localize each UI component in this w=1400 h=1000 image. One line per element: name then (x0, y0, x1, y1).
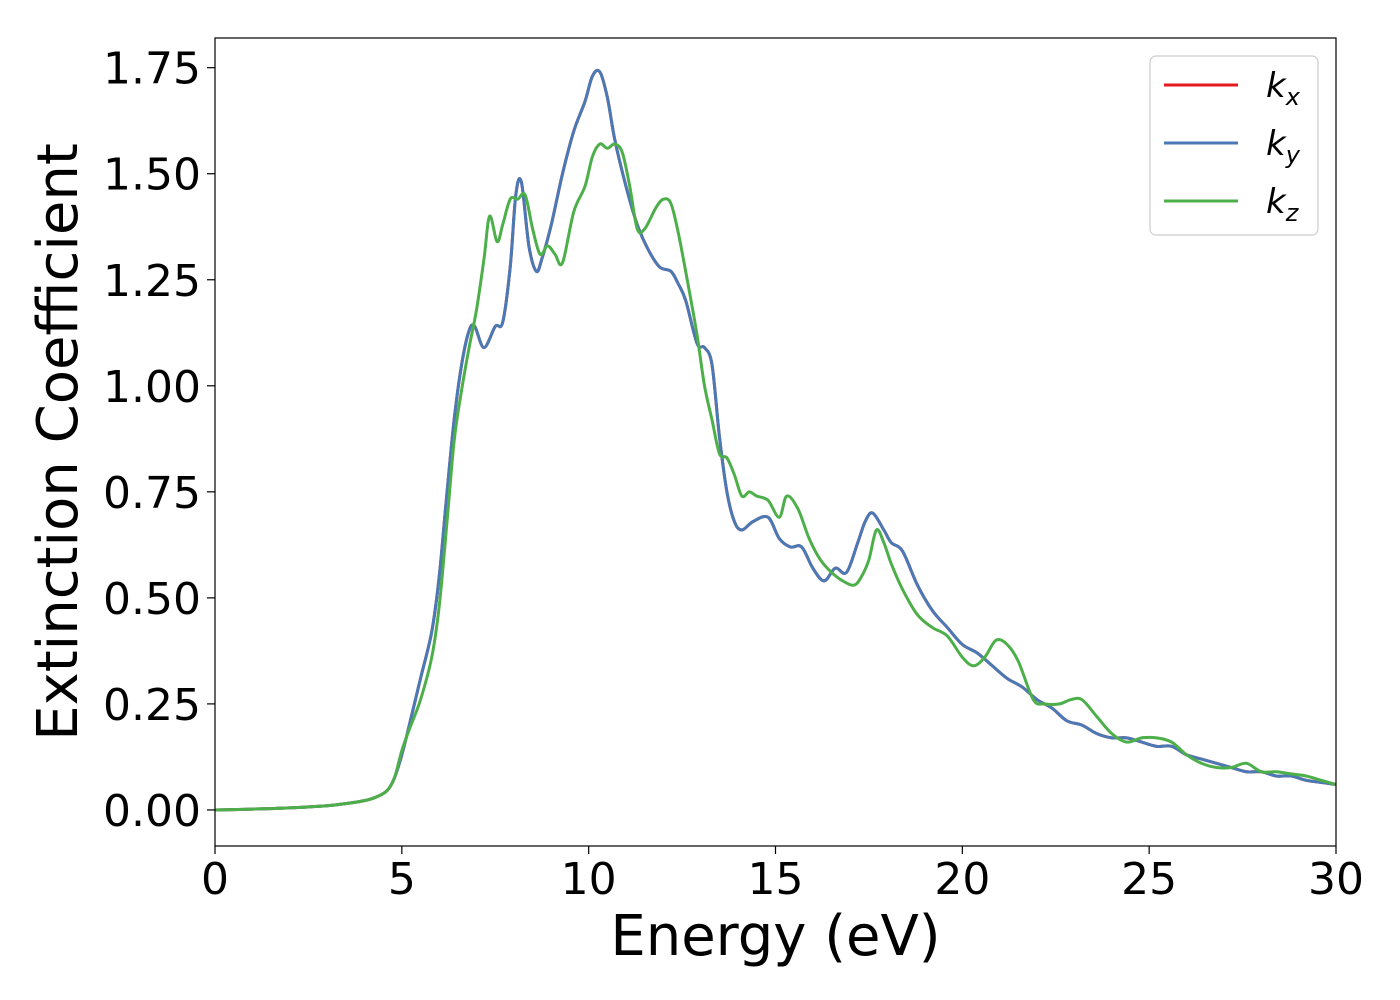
plot-area (214, 37, 1337, 847)
series-line-z (215, 142, 1336, 812)
x-tick-label: 25 (1121, 854, 1177, 905)
x-axis-label: Energy (eV) (610, 904, 940, 969)
legend-box (1149, 55, 1319, 236)
y-tick-label: 0.75 (103, 468, 201, 519)
y-axis-ticks: 0.00 0.25 0.50 0.75 1.00 1.25 1.50 1.75 (103, 44, 215, 837)
y-tick-label: 1.00 (103, 362, 201, 413)
series-lines (215, 68, 1336, 812)
legend-label-y: ky (1266, 124, 1301, 169)
y-tick-label: 0.50 (103, 574, 201, 625)
y-axis-label: Extinction Coefficient (26, 143, 91, 741)
legend: kx ky kz (1149, 55, 1319, 236)
legend-label-x: kx (1266, 66, 1301, 111)
x-tick-label: 20 (934, 854, 990, 905)
y-tick-label: 1.50 (103, 150, 201, 201)
x-tick-label: 15 (748, 854, 804, 905)
x-tick-label: 10 (561, 854, 617, 905)
x-axis-ticks: 0 5 10 15 20 25 30 (201, 846, 1364, 905)
y-tick-label: 0.25 (103, 680, 201, 731)
legend-label-z: kz (1266, 182, 1300, 227)
x-tick-label: 0 (201, 854, 229, 905)
y-tick-label: 1.25 (103, 256, 201, 307)
y-tick-label: 1.75 (103, 44, 201, 95)
series-line-y (215, 68, 1336, 812)
x-tick-label: 5 (388, 854, 416, 905)
x-tick-label: 30 (1308, 854, 1364, 905)
y-tick-label: 0.00 (103, 786, 201, 837)
